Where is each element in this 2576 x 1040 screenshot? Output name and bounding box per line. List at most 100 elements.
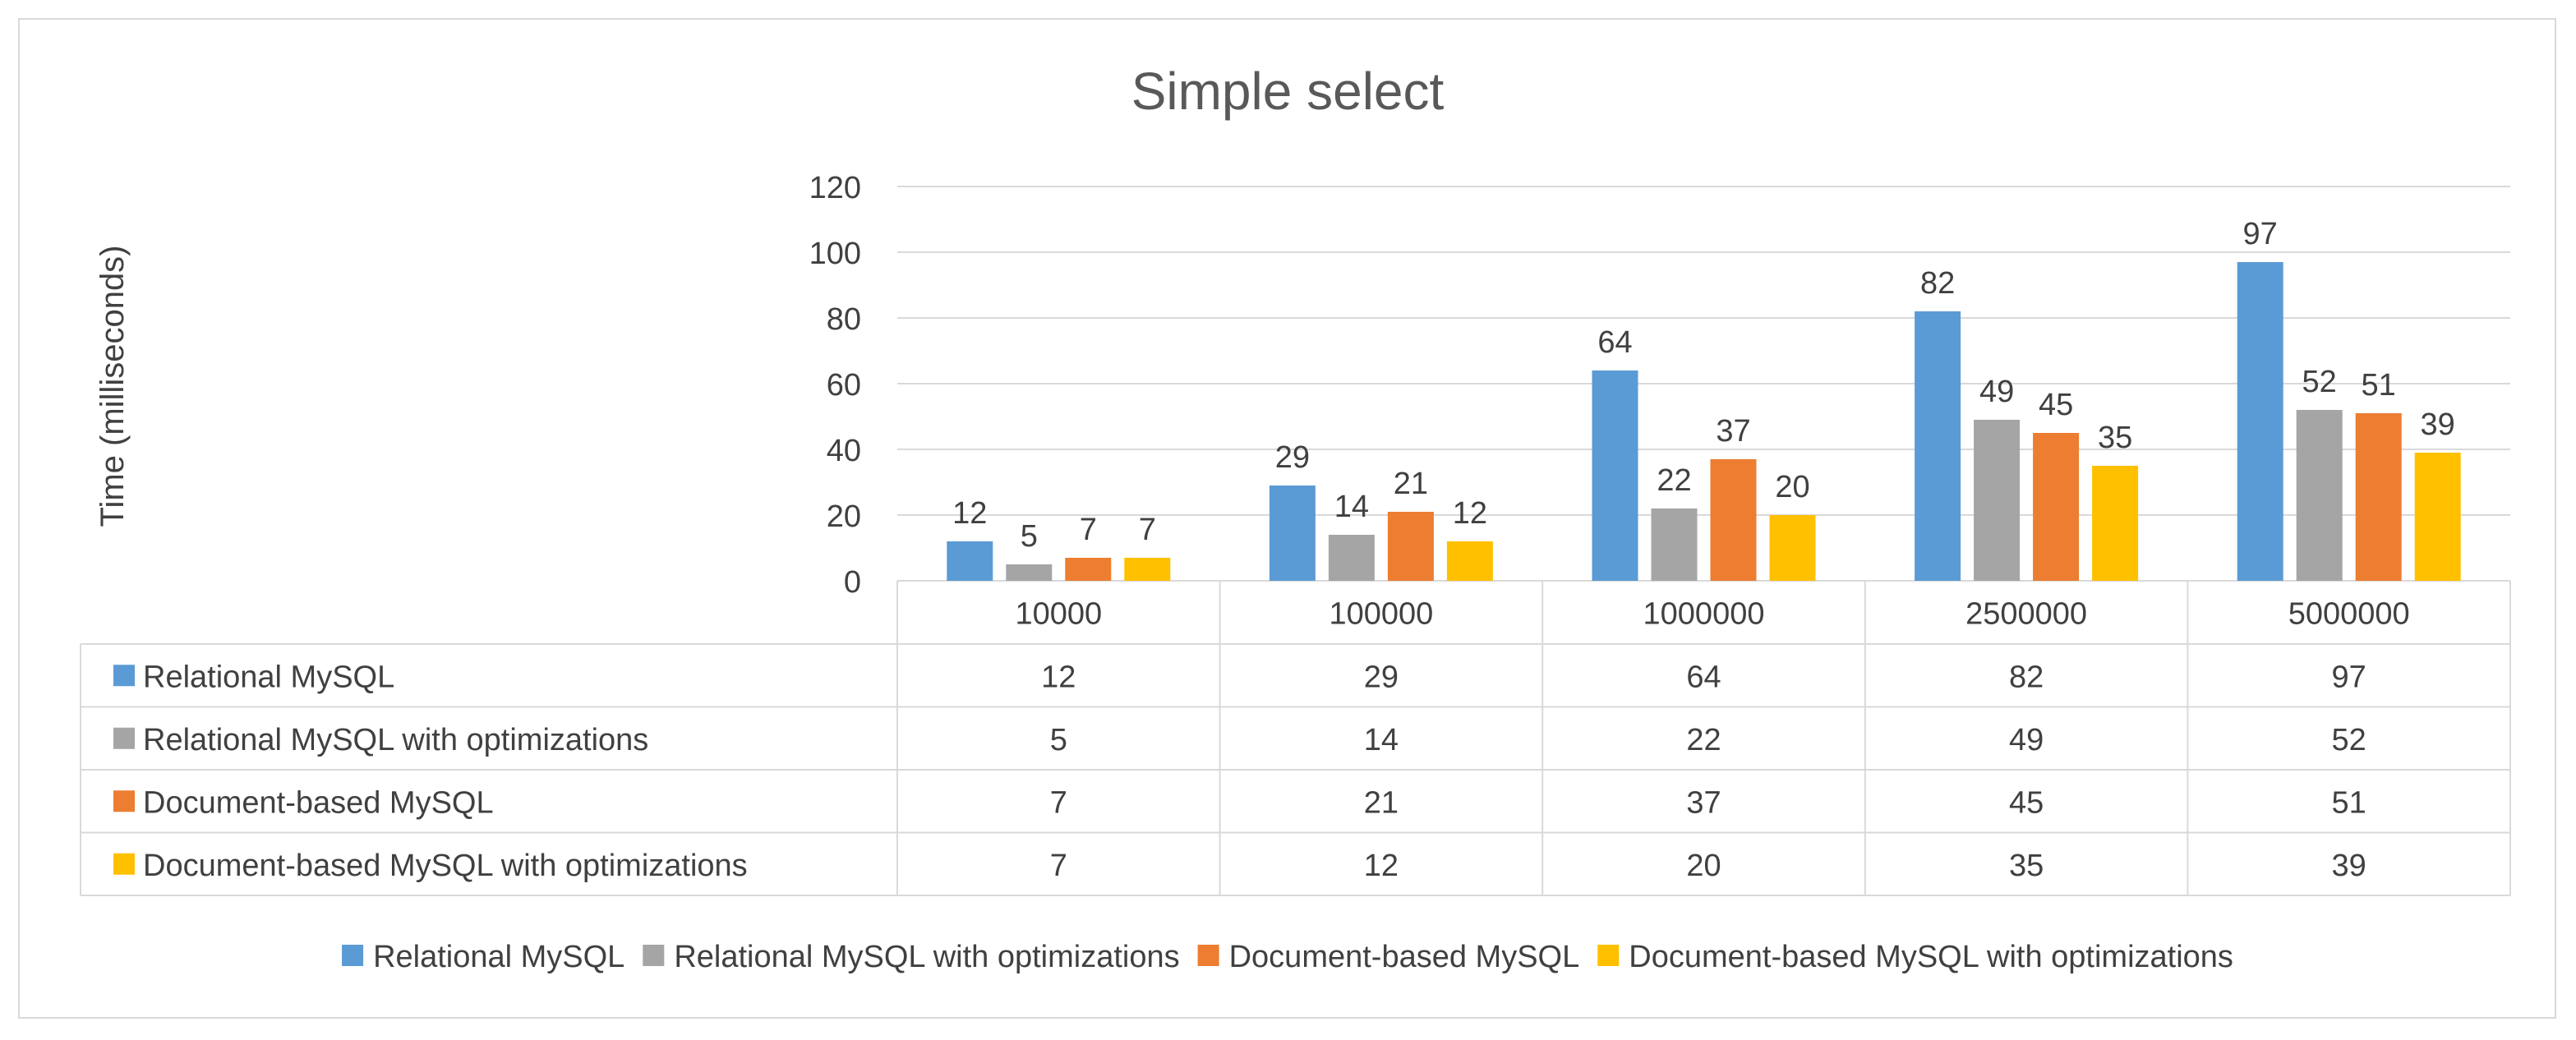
legend-label: Relational MySQL xyxy=(373,940,624,974)
table-category-label: 10000 xyxy=(1015,597,1102,632)
bar xyxy=(1651,508,1698,581)
legend-swatch xyxy=(643,945,665,966)
bar xyxy=(1974,420,2021,581)
bars xyxy=(947,262,2461,581)
bar-data-label: 39 xyxy=(2421,407,2455,442)
table-series-key xyxy=(113,665,135,687)
table-series-name: Relational MySQL with optimizations xyxy=(143,723,648,757)
bar xyxy=(2296,410,2343,581)
bar-data-label: 5 xyxy=(1021,519,1038,554)
y-tick-label: 40 xyxy=(827,434,861,468)
legend-item: Document-based MySQL xyxy=(1197,940,1580,974)
table-value: 12 xyxy=(1041,660,1076,694)
y-tick-label: 60 xyxy=(827,368,861,403)
bar xyxy=(1065,558,1112,581)
bar-data-label: 49 xyxy=(1979,375,2014,409)
bar xyxy=(1769,515,1816,581)
table-value: 64 xyxy=(1686,660,1721,694)
table-series-name: Relational MySQL xyxy=(143,660,394,694)
bar-data-label: 12 xyxy=(952,496,987,531)
bar-data-label: 37 xyxy=(1716,414,1750,449)
table-series-key xyxy=(113,790,135,812)
bar xyxy=(2414,453,2461,581)
table-value: 14 xyxy=(1364,723,1399,757)
legend-label: Relational MySQL with optimizations xyxy=(674,940,1179,974)
bar xyxy=(2033,433,2080,581)
table-series-name: Document-based MySQL with optimizations xyxy=(143,849,748,883)
legend-swatch xyxy=(1597,945,1620,966)
table-value: 97 xyxy=(2332,660,2366,694)
table-category-label: 5000000 xyxy=(2288,597,2410,632)
bar-data-label: 14 xyxy=(1334,490,1369,524)
bar-data-label: 35 xyxy=(2098,421,2132,455)
bar xyxy=(1710,459,1757,581)
bar-data-label: 52 xyxy=(2302,365,2337,399)
y-axis-title: Time (milliseconds) xyxy=(94,245,131,527)
bar-data-label: 64 xyxy=(1597,325,1632,360)
bar-data-label: 21 xyxy=(1394,467,1428,501)
legend-swatch xyxy=(342,945,364,966)
table-value: 7 xyxy=(1050,849,1067,883)
bar xyxy=(1592,370,1638,581)
y-tick-label: 20 xyxy=(827,499,861,534)
bar xyxy=(1269,485,1316,581)
table-value: 12 xyxy=(1364,849,1399,883)
table-value: 39 xyxy=(2332,849,2366,883)
bar xyxy=(1387,512,1434,581)
bar-data-label: 82 xyxy=(1920,266,1955,301)
bar-data-label: 7 xyxy=(1139,513,1156,547)
legend-label: Document-based MySQL with optimizations xyxy=(1629,940,2233,974)
legend-swatch xyxy=(1197,945,1219,966)
bar xyxy=(1915,311,1961,581)
bar-data-label: 22 xyxy=(1657,463,1691,498)
legend-label: Document-based MySQL xyxy=(1229,940,1580,974)
table-value: 35 xyxy=(2009,849,2044,883)
table-value: 20 xyxy=(1686,849,1721,883)
table-series-name: Document-based MySQL xyxy=(143,785,494,820)
bar xyxy=(947,541,993,581)
table-value: 5 xyxy=(1050,723,1067,757)
data-table: 10000 100000 1000000 2500000 5000000 Relation… xyxy=(80,581,2511,896)
table-value: 22 xyxy=(1686,723,1721,757)
table-category-label: 1000000 xyxy=(1643,597,1765,632)
legend-item: Document-based MySQL with optimizations xyxy=(1597,940,2233,974)
table-value: 49 xyxy=(2009,723,2044,757)
bar xyxy=(1328,535,1375,581)
bar-data-label: 20 xyxy=(1775,470,1809,504)
bar-data-label: 97 xyxy=(2243,217,2278,251)
y-axis-ticks: 0 20 40 60 80 100 120 xyxy=(809,171,861,600)
bar-data-labels: 12 29 64 82 97 5 14 22 49 52 7 21 37 45 51 7 12 20 35 39 xyxy=(952,217,2455,554)
legend: Relational MySQL Relational MySQL with op… xyxy=(342,940,2233,974)
bar-data-label: 12 xyxy=(1453,496,1487,531)
bar xyxy=(2237,262,2283,581)
table-value: 37 xyxy=(1686,785,1721,820)
table-value: 51 xyxy=(2332,785,2366,820)
table-value: 21 xyxy=(1364,785,1399,820)
bar xyxy=(1124,558,1171,581)
table-value: 82 xyxy=(2009,660,2044,694)
table-category-label: 100000 xyxy=(1329,597,1433,632)
y-tick-label: 80 xyxy=(827,302,861,337)
table-value: 7 xyxy=(1050,785,1067,820)
legend-item: Relational MySQL xyxy=(342,940,624,974)
y-tick-label: 120 xyxy=(809,171,861,205)
legend-item: Relational MySQL with optimizations xyxy=(643,940,1180,974)
bar xyxy=(1006,564,1053,581)
y-tick-label: 100 xyxy=(809,237,861,271)
table-category-label: 2500000 xyxy=(1965,597,2087,632)
table-series-key xyxy=(113,727,135,749)
bar xyxy=(2092,466,2139,581)
bar-data-label: 51 xyxy=(2362,368,2396,403)
table-value: 29 xyxy=(1364,660,1399,694)
bar xyxy=(2355,413,2402,581)
y-tick-label: 0 xyxy=(844,565,861,600)
table-value: 45 xyxy=(2009,785,2044,820)
bar-data-label: 29 xyxy=(1275,440,1310,475)
table-series-key xyxy=(113,853,135,875)
bar-data-label: 45 xyxy=(2039,388,2073,422)
bar-data-label: 7 xyxy=(1080,513,1097,547)
table-value: 52 xyxy=(2332,723,2366,757)
chart-title: Simple select xyxy=(1131,62,1445,121)
bar xyxy=(1446,541,1493,581)
